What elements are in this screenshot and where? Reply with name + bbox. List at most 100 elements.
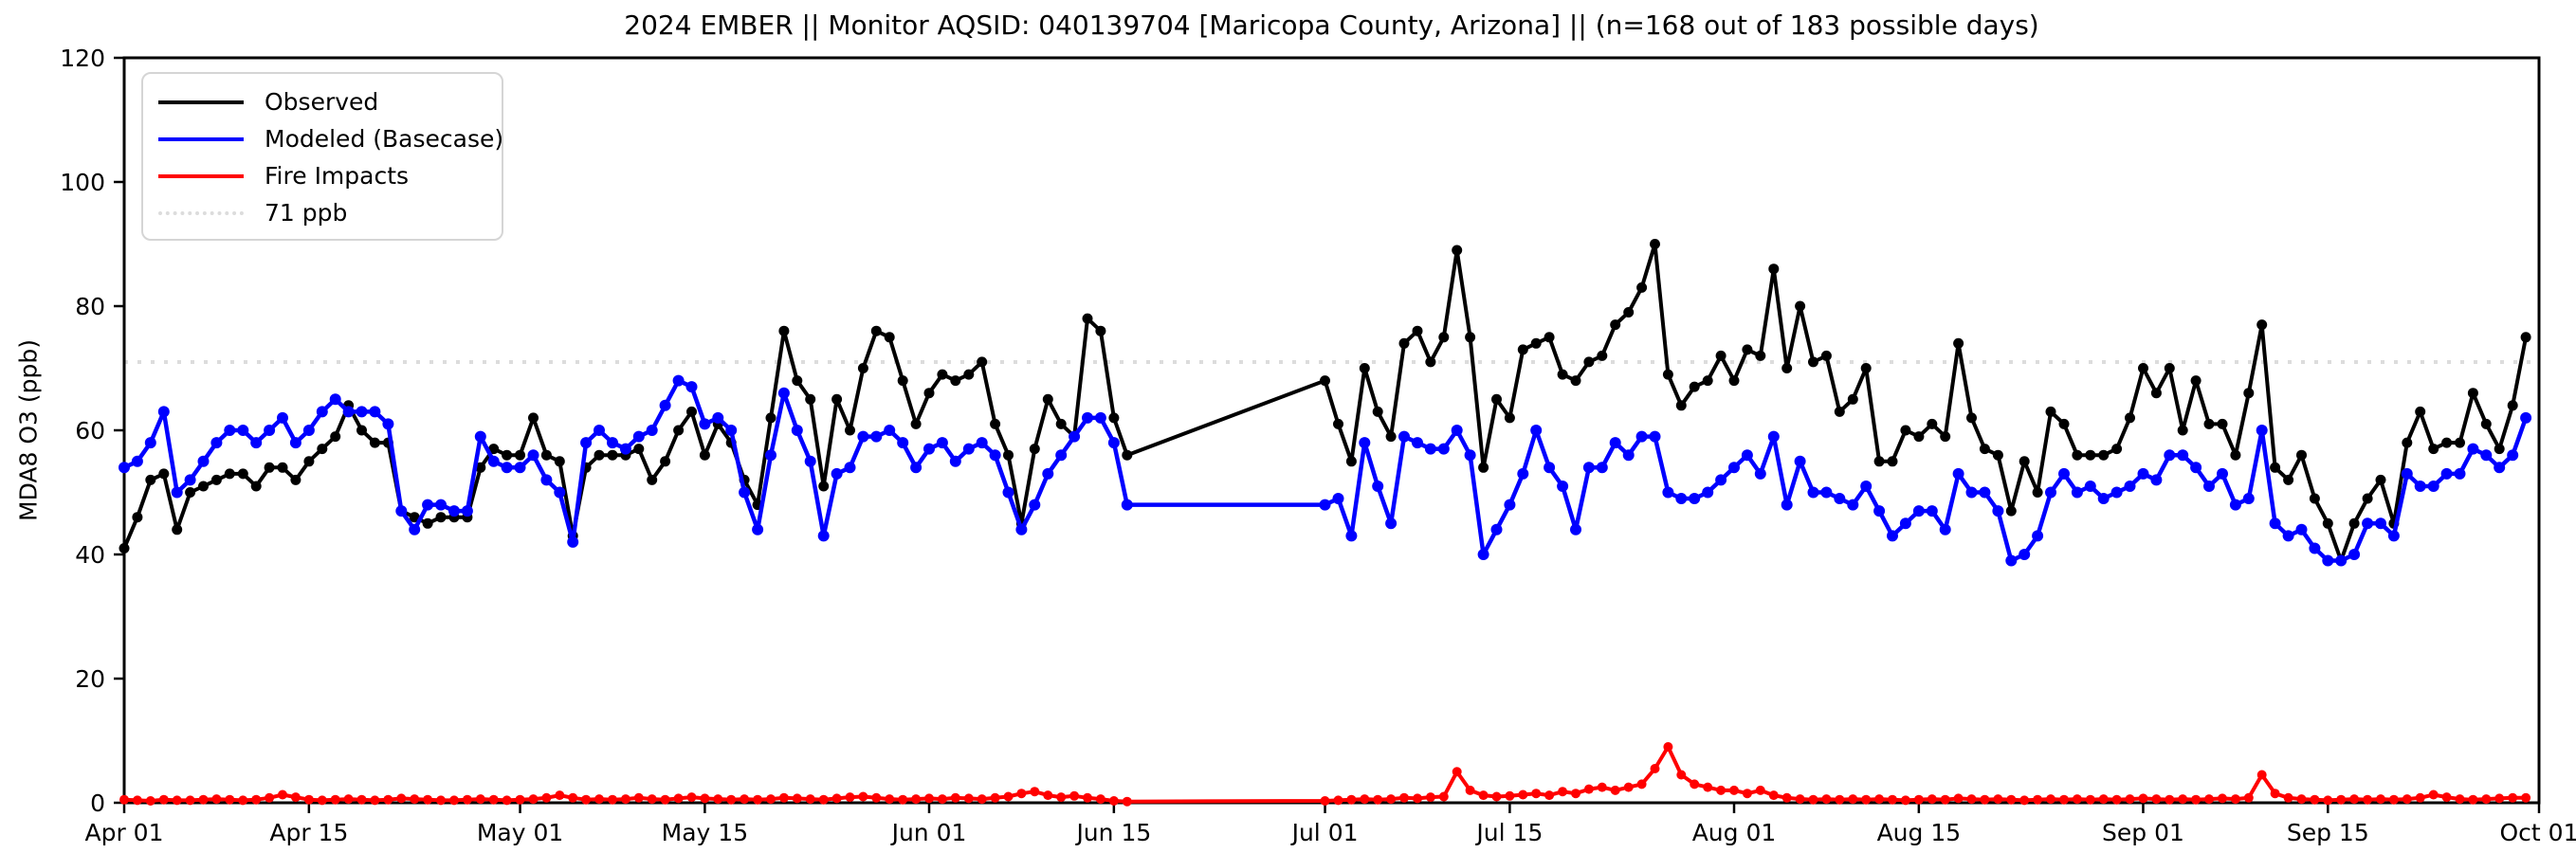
data-point [884,425,896,436]
data-point [831,793,842,804]
data-point [1689,493,1701,504]
data-point [1807,486,1819,499]
data-point [1002,486,1014,499]
data-point [184,474,196,486]
data-point [277,411,288,424]
data-point [2270,462,2281,473]
data-point [2045,486,2056,499]
data-point [910,462,923,474]
fire-line-swatch [158,173,244,178]
data-point [990,792,1000,803]
data-point [818,794,829,805]
data-point [594,425,605,436]
data-point [1544,332,1555,343]
data-point [2295,523,2308,535]
data-point [396,793,407,804]
data-point [607,437,618,449]
data-point [1715,350,1726,361]
data-point [1094,411,1106,424]
data-point [2164,449,2176,462]
y-axis: 0 20 40 60 80 100 120 [60,45,124,817]
data-point [647,794,657,805]
data-point [2165,794,2175,805]
data-point [2005,554,2018,567]
data-point [1571,789,1580,799]
data-point [2521,792,2531,803]
data-point [1596,462,1608,474]
data-point [1900,425,1911,436]
data-point [1728,375,1740,387]
data-point [1795,794,1805,805]
data-point [1847,499,1859,511]
data-point [858,791,868,802]
data-point [475,794,485,805]
data-point [1029,499,1041,511]
data-point [633,792,644,803]
data-point [2520,411,2532,424]
legend-label: Fire Impacts [265,162,410,190]
data-point [1082,313,1093,324]
data-point [501,462,513,474]
data-point [2111,794,2122,805]
data-point [2203,481,2215,492]
data-point [265,792,275,803]
data-point [646,425,658,436]
data-point [1333,795,1343,806]
data-point [2243,792,2254,803]
data-point [1056,792,1067,803]
data-point [766,794,776,805]
data-point [1663,742,1673,752]
data-point [1121,499,1133,511]
data-point [1742,344,1753,355]
data-point [2125,412,2135,424]
data-point [910,418,922,429]
data-point [2427,481,2439,492]
data-point [1518,789,1528,800]
data-point [2480,418,2492,429]
data-point [330,794,340,805]
data-point [2006,794,2017,805]
data-point [1887,530,1898,542]
data-point [1623,782,1634,792]
data-point [686,406,697,417]
data-point [395,505,408,517]
data-point [2283,474,2294,485]
data-point [541,792,552,803]
x-tick-label: Jun 15 [1074,819,1151,846]
data-point [237,468,248,480]
data-point [356,406,368,418]
data-point [844,462,856,474]
data-point [2270,789,2280,799]
data-point [540,449,552,461]
data-point [1122,796,1132,807]
data-point [2454,467,2466,480]
data-point [2217,418,2228,429]
data-point [1583,356,1595,368]
data-point [2230,794,2240,805]
data-point [1333,418,1343,429]
legend-label: Modeled (Basecase) [265,125,504,153]
data-point [1517,467,1529,480]
data-point [1899,517,1911,530]
data-point [1517,344,1528,355]
data-point [1505,790,1515,801]
data-point [2019,795,2030,806]
data-point [317,444,328,455]
data-point [1834,406,1845,417]
data-point [2309,493,2320,504]
data-point [1927,418,1938,429]
data-point [250,437,263,449]
data-point [487,455,500,467]
data-point [1980,794,1990,805]
data-point [1781,363,1793,373]
data-point [2178,794,2188,805]
data-point [898,794,908,805]
data-point [1069,790,1080,801]
data-point [1491,393,1502,405]
data-point [923,443,935,455]
data-point [1887,456,1898,467]
data-point [2204,794,2214,805]
data-point [739,486,751,499]
data-point [540,474,553,486]
data-point [1478,462,1489,473]
